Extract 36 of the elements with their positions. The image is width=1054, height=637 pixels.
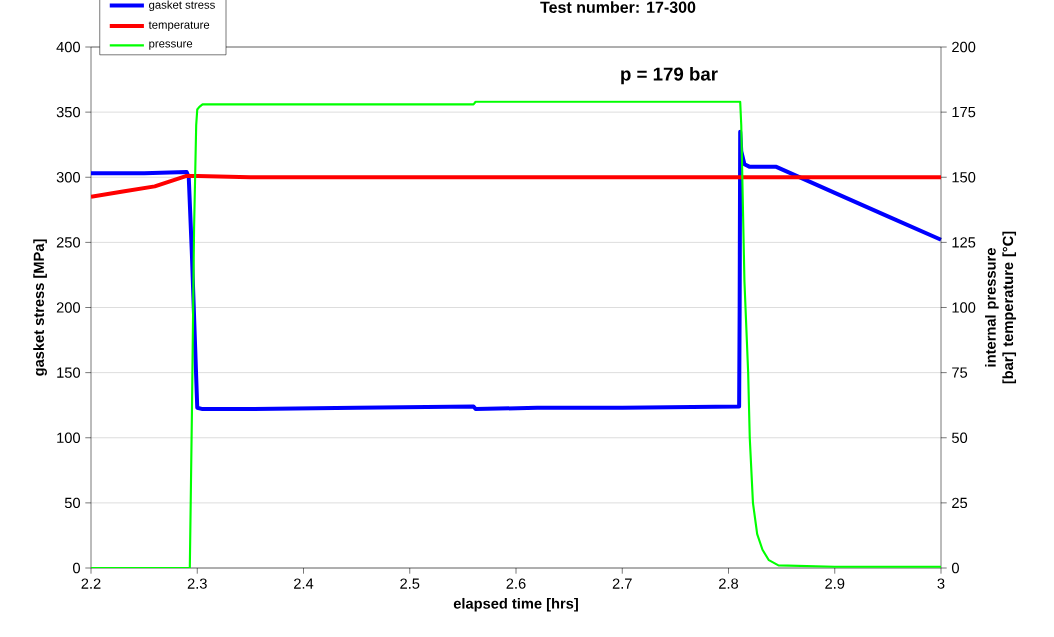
x-tick-label: 2.8 xyxy=(719,578,739,589)
chart-title: Test number: 17-300 xyxy=(540,1,696,13)
x-tick-label: 2.5 xyxy=(400,578,420,589)
y-tick-label: 350 xyxy=(56,106,81,118)
y-tick-label: 250 xyxy=(56,237,81,248)
x-tick-label: 2.6 xyxy=(506,578,526,589)
y2-axis-title: internal pressure [bar] temperature [°C] xyxy=(985,231,1017,384)
legend-label: pressure xyxy=(149,41,193,50)
y2-tick-label: 100 xyxy=(952,302,976,313)
y-tick-label: 150 xyxy=(57,367,81,378)
y2-tick-label: 25 xyxy=(952,497,968,509)
y2-tick-label: 50 xyxy=(951,432,968,443)
y-tick-label: 0 xyxy=(73,562,81,574)
y-tick-label: 50 xyxy=(64,497,81,509)
y-axis-title: gasket stress [MPa] xyxy=(33,239,47,376)
x-tick-label: 2.4 xyxy=(294,578,314,589)
legend-label: gasket stress xyxy=(149,0,215,12)
y2-tick-label: 0 xyxy=(951,562,959,574)
x-tick-label: 2.7 xyxy=(612,578,632,589)
y-tick-label: 400 xyxy=(56,41,81,53)
y2-tick-label: 200 xyxy=(952,41,976,53)
y2-tick-label: 125 xyxy=(952,237,976,248)
line-series xyxy=(89,129,943,412)
x-tick-label: 2.2 xyxy=(81,578,101,589)
x-tick-label: 2.9 xyxy=(825,578,845,589)
x-tick-label: 3 xyxy=(937,578,945,589)
y-tick-label: 200 xyxy=(56,302,81,313)
legend-label: temperature xyxy=(148,21,210,32)
y-tick-label: 300 xyxy=(56,172,81,183)
y2-tick-label: 150 xyxy=(952,172,976,183)
x-axis-title: elapsed time [hrs] xyxy=(453,597,578,612)
y2-tick-label: 175 xyxy=(952,107,976,118)
annotation: p = 179 bar xyxy=(621,66,718,85)
x-tick-label: 2.3 xyxy=(187,578,207,589)
y-tick-label: 100 xyxy=(57,432,81,443)
y2-tick-label: 75 xyxy=(952,367,968,378)
